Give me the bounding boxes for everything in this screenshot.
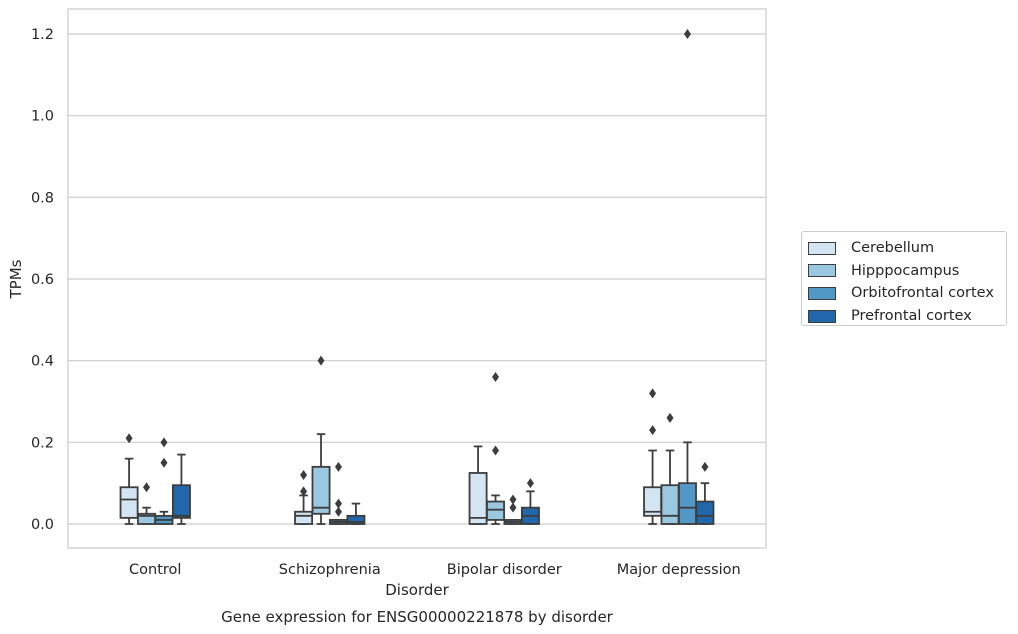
outlier-point	[317, 355, 325, 366]
outlier-point	[683, 29, 691, 39]
y-tick-label: 0.8	[31, 190, 54, 206]
outlier-point	[334, 506, 342, 517]
outlier-point	[125, 433, 133, 444]
outlier-point	[300, 470, 308, 480]
outlier-point	[666, 412, 674, 423]
outlier-point	[492, 445, 500, 456]
chart-title: Gene expression for ENSG00000221878 by d…	[221, 608, 614, 626]
x-tick-labels: Control Schizophrenia Bipolar disorder Majo…	[129, 562, 741, 578]
legend-item: Prefrontal cortex	[808, 305, 1006, 328]
outlier-point	[701, 461, 709, 472]
box-group	[119, 433, 191, 525]
outlier-point	[509, 494, 517, 505]
outlier-point	[649, 388, 657, 399]
legend-item: Orbitofrontal cortex	[808, 282, 1006, 305]
legend-item: Hipppocampus	[808, 260, 1006, 283]
x-tick-label: Schizophrenia	[279, 562, 381, 578]
legend: Cerebellum Hipppocampus Orbitofrontal cort…	[801, 231, 1007, 326]
legend-label: Hipppocampus	[851, 262, 960, 279]
legend-label: Prefrontal cortex	[851, 308, 972, 325]
box	[660, 484, 680, 525]
outlier-point	[492, 372, 500, 382]
y-tick-labels: 0.0 0.2 0.4 0.6 0.8 1.0 1.2	[31, 27, 54, 533]
outlier-point	[509, 502, 517, 513]
x-tick-label: Major depression	[617, 562, 741, 578]
legend-label: Cerebellum	[851, 240, 935, 257]
gridlines	[68, 33, 766, 525]
outlier-point	[649, 425, 657, 436]
x-tick-label: Bipolar disorder	[447, 562, 562, 578]
box	[119, 486, 139, 519]
y-tick-label: 0.0	[31, 517, 54, 533]
box	[695, 500, 715, 525]
outlier-point	[160, 437, 168, 448]
box	[468, 472, 488, 525]
legend-swatch	[808, 286, 836, 300]
y-tick-label: 0.2	[31, 435, 54, 451]
box	[346, 514, 366, 525]
y-axis-label: TPMs	[7, 259, 25, 299]
box	[678, 482, 697, 525]
legend-label: Orbitofrontal cortex	[851, 285, 994, 302]
y-tick-label: 0.4	[31, 354, 54, 370]
x-tick-label: Control	[129, 562, 181, 578]
plot-area	[67, 8, 767, 549]
y-tick-label: 1.0	[31, 109, 54, 125]
outlier-point	[334, 498, 342, 509]
outlier-point	[143, 482, 151, 493]
legend-swatch	[808, 264, 836, 278]
box	[311, 465, 331, 515]
box	[486, 500, 505, 521]
y-tick-label: 1.2	[31, 27, 54, 43]
box-group	[468, 372, 540, 525]
outlier-point	[300, 486, 308, 497]
legend-swatch	[808, 241, 836, 255]
outlier-point	[526, 478, 534, 489]
y-tick-label: 0.6	[31, 272, 54, 288]
box	[171, 484, 191, 519]
legend-swatch	[808, 309, 836, 323]
x-axis-label: Disorder	[385, 581, 449, 599]
box-group	[294, 355, 366, 525]
box-group	[643, 29, 715, 525]
outlier-point	[334, 461, 342, 472]
legend-item: Cerebellum	[808, 237, 1006, 260]
box-groups	[119, 29, 715, 525]
box	[294, 510, 314, 525]
outlier-point	[160, 457, 168, 468]
